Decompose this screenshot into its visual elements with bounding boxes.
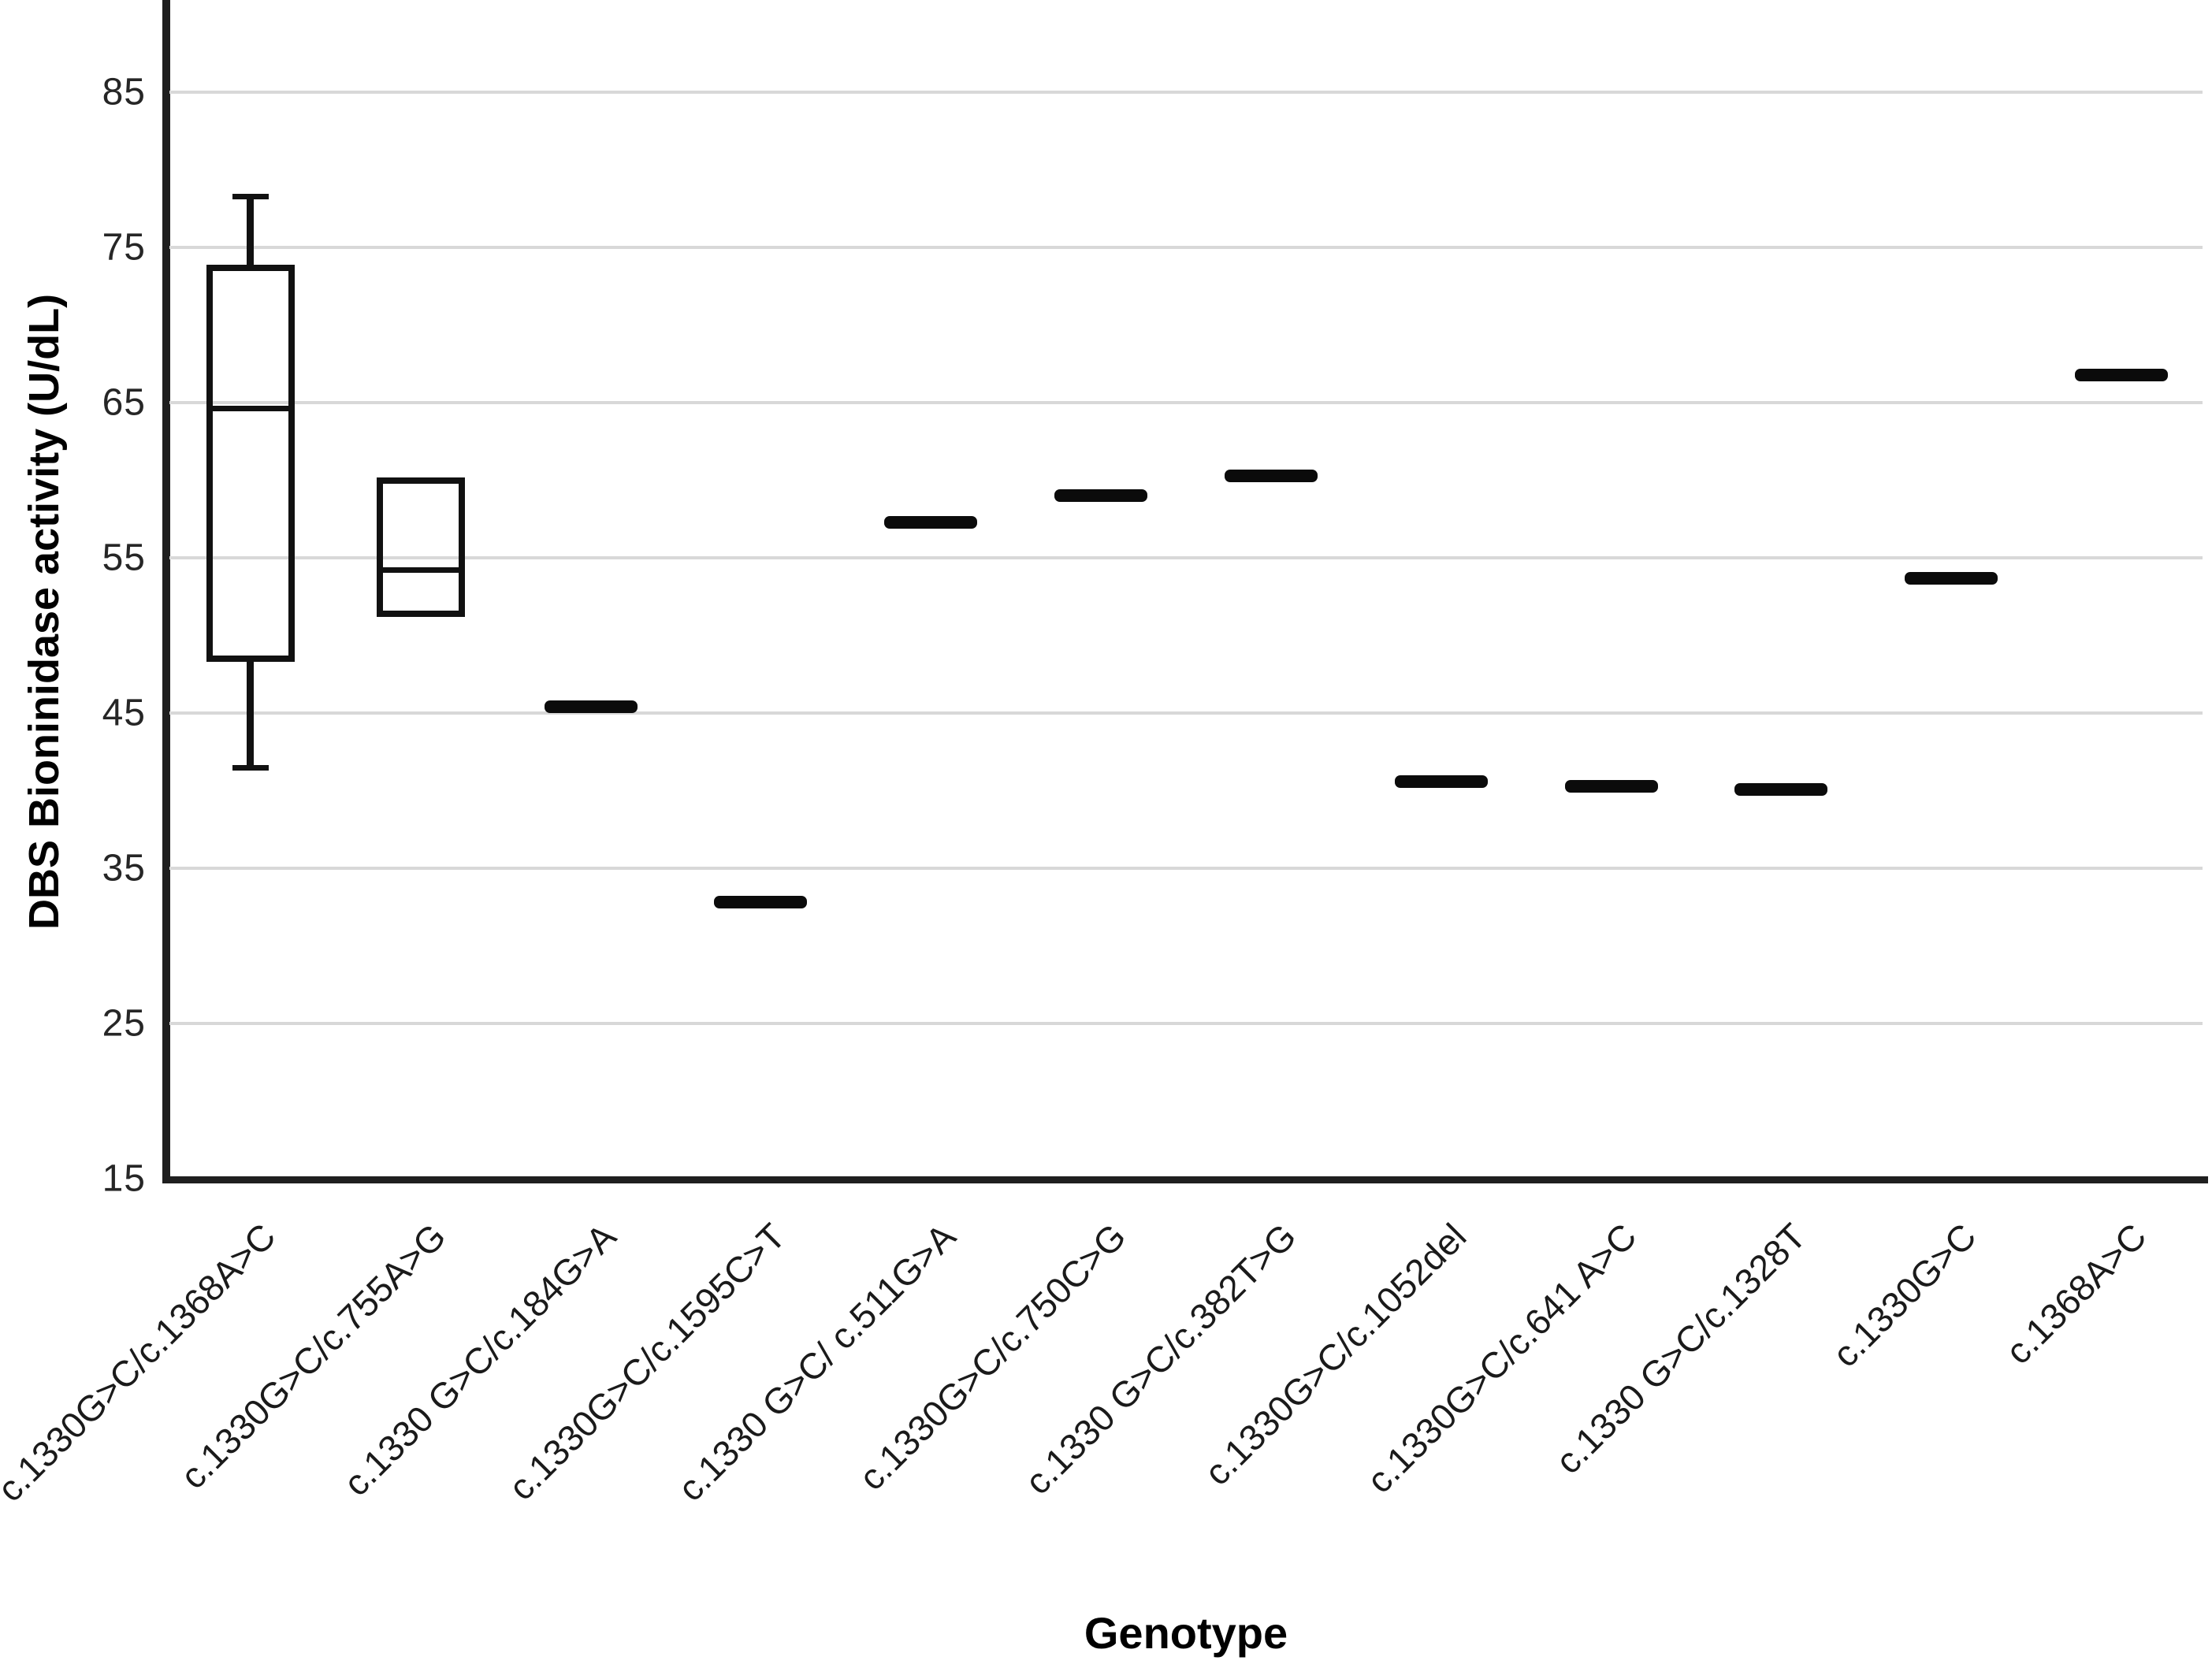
y-tick-label-15: 15: [102, 1157, 146, 1200]
single-value-bar-3: [714, 896, 808, 909]
single-value-bar-10: [1905, 571, 1998, 585]
box-0: [206, 264, 295, 662]
y-tick-label-35: 35: [102, 847, 146, 890]
upper-whisker-stem: [247, 195, 255, 265]
y-tick-label-45: 45: [102, 692, 146, 734]
x-axis-line: [162, 1176, 2208, 1183]
single-value-bar-9: [1734, 782, 1828, 796]
x-axis-title: Genotype: [1084, 1608, 1288, 1658]
single-value-bar-5: [1054, 489, 1148, 503]
gridline-65: [169, 401, 2203, 404]
median-line-0: [206, 406, 295, 412]
y-tick-label-25: 25: [102, 1002, 146, 1045]
single-value-bar-11: [2075, 368, 2169, 381]
gridline-85: [169, 91, 2203, 94]
lower-whisker-cap: [232, 764, 269, 771]
median-line-1: [376, 567, 465, 574]
single-value-bar-8: [1564, 779, 1658, 793]
gridline-55: [169, 556, 2203, 559]
lower-whisker-stem: [247, 661, 255, 767]
upper-whisker-cap: [232, 193, 269, 199]
y-tick-label-75: 75: [102, 226, 146, 269]
single-value-bar-4: [884, 515, 978, 529]
box-1: [376, 477, 465, 617]
gridline-75: [169, 246, 2203, 249]
gridline-45: [169, 711, 2203, 715]
single-value-bar-2: [544, 700, 638, 714]
y-axis-line: [162, 0, 170, 1183]
y-tick-label-85: 85: [102, 71, 146, 113]
y-tick-label-55: 55: [102, 537, 146, 579]
single-value-bar-7: [1394, 774, 1488, 788]
y-tick-label-65: 65: [102, 381, 146, 424]
single-value-bar-6: [1224, 469, 1318, 482]
gridline-25: [169, 1022, 2203, 1025]
gridline-35: [169, 867, 2203, 870]
